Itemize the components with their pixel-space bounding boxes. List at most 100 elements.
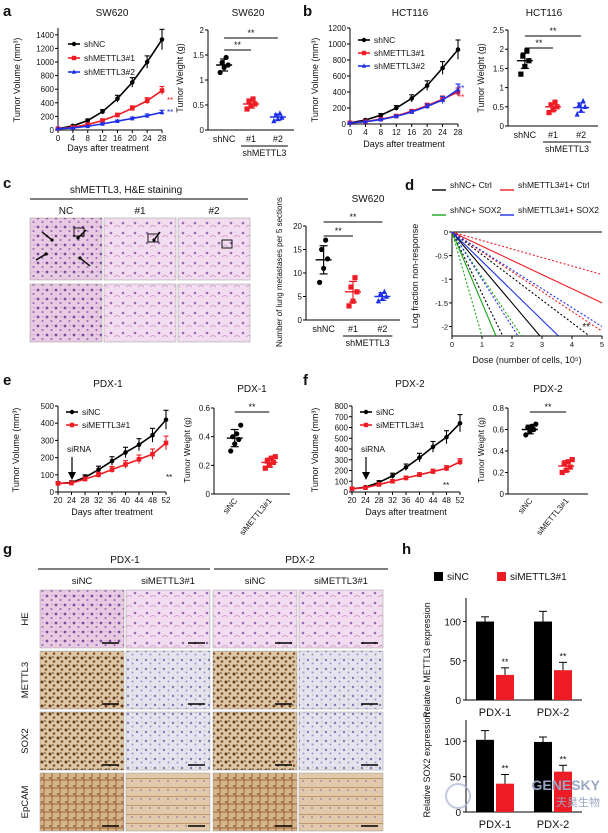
panel-e-volume-x-tick-label: 20 xyxy=(54,496,63,505)
panel-c-dot-y-tick-label: 5 xyxy=(298,293,303,302)
panel-e-volume-point xyxy=(136,442,142,448)
panel-d-elda-line-0-1 xyxy=(451,231,541,337)
panel-a-weight-y-tick-label: 0.5 xyxy=(193,101,205,110)
panel-f-volume-point xyxy=(430,469,436,474)
panel-a-volume-y-tick-label: 800 xyxy=(41,72,55,81)
panel-f-volume-y-tick-label: 500 xyxy=(335,434,349,443)
panel-c-dot-y-tick-label: 15 xyxy=(293,246,302,255)
panel-c-dot-group-label: shMETTL3 xyxy=(346,338,390,348)
panel-f-sirna-label: siRNA xyxy=(361,444,385,454)
panel-b-volume-x-tick-label: 4 xyxy=(363,128,368,137)
panel-f-weight-data-point xyxy=(567,464,573,470)
panel-h-mettl3-bar-1-1 xyxy=(554,670,572,700)
panel-f-legend-si1-marker xyxy=(363,422,369,428)
panel-g-row-label-0: HE xyxy=(20,612,31,625)
panel-a-volume-point xyxy=(129,80,135,85)
panel-d-y-tick-label: -2 xyxy=(441,323,448,332)
panel-d-legend-2: shNC+ SOX2 xyxy=(450,205,502,215)
panel-g-tile-r3-c0 xyxy=(39,772,125,832)
panel-e-sirna-label: siRNA xyxy=(67,444,91,454)
panel-c-he-lowmag-1 xyxy=(103,217,177,281)
panel-c-dot-data-point xyxy=(352,275,358,281)
panel-f-weight-data-point xyxy=(569,457,575,463)
panel-f-volume-y-tick-label: 100 xyxy=(335,477,349,486)
panel-c-group-label-0: NC xyxy=(59,206,73,217)
panel-b-legend-sh2: shMETTL3#2 xyxy=(374,61,425,71)
panel-e-volume-point xyxy=(123,450,128,455)
panel-h-mettl3-bar-1-0 xyxy=(534,621,552,700)
panel-g-tile-r0-c1 xyxy=(125,589,211,649)
panel-e-volume-y-tick-label: 500 xyxy=(41,402,55,411)
panel-e-letter: e xyxy=(3,372,11,389)
panel-g-row-label-2: SOX2 xyxy=(20,728,31,753)
panel-e-legend-si1-marker xyxy=(69,422,75,428)
panel-a-volume-point xyxy=(70,125,76,130)
panel-a-volume-point xyxy=(55,125,61,131)
panel-e-weight-title: PDX-1 xyxy=(237,384,267,395)
panel-a-volume-y-tick-label: 400 xyxy=(41,99,55,108)
panel-b-weight-data-point xyxy=(554,104,560,110)
panel-a-volume-point xyxy=(85,118,91,123)
panel-g-letter: g xyxy=(3,541,12,558)
panel-f-weight-data-point xyxy=(559,469,565,476)
panel-f-volume-title: PDX-2 xyxy=(395,379,425,390)
panel-e-volume-y-tick-label: 300 xyxy=(41,436,55,445)
panel-c-he-highmag-2 xyxy=(177,283,251,343)
panel-b-weight-y-tick-label: 1 xyxy=(500,84,505,93)
panel-b-weight-s1-sig-label: ** xyxy=(535,38,543,48)
panel-g-pdx1-label: PDX-1 xyxy=(110,555,140,566)
panel-e-weight-y-tick-label: 0.4 xyxy=(199,433,211,442)
panel-h-sox2-bar-1-1 xyxy=(554,771,572,812)
panel-e-volume-x-tick-label: 48 xyxy=(148,496,157,505)
panel-f-volume-y-tick-label: 400 xyxy=(335,445,349,454)
panel-a-weight-y-tick-label: 1 xyxy=(200,76,205,85)
panel-c-dot-y-tick-label: 10 xyxy=(293,269,302,278)
panel-f-weight-y-tick-label: 0 xyxy=(500,490,505,499)
panel-e-volume-x-tick-label: 36 xyxy=(108,496,117,505)
panel-b-volume-y-tick-label: 0 xyxy=(342,120,347,129)
panel-a-volume-y-tick-label: 1000 xyxy=(36,58,54,67)
panel-e-weight-category-label: siMETTL3#1 xyxy=(238,496,274,537)
panel-b-weight-category-label: #1 xyxy=(548,130,558,140)
panel-e-weight-data-point xyxy=(228,448,234,454)
panel-c-dot-data-point xyxy=(350,298,356,304)
panel-h-sox2-category-0: PDX-1 xyxy=(479,819,511,831)
panel-d-xlabel: Dose (number of cells, 10⁵) xyxy=(472,355,581,365)
panel-f-weight-category-label: siMETTL3#1 xyxy=(535,496,571,537)
panel-f-volume-y-tick-label: 300 xyxy=(335,456,349,465)
panel-f-volume-x-tick-label: 20 xyxy=(348,496,357,505)
panel-b-weight-data-point xyxy=(552,99,558,105)
panel-a-volume-ylabel: Tumor Volume (mm³) xyxy=(12,38,22,123)
panel-b-legend-sh2-marker xyxy=(361,63,367,68)
panel-b-volume-y-tick-label: 400 xyxy=(333,88,347,97)
panel-d-legend-0: shNC+ Ctrl xyxy=(450,180,492,190)
panel-b-volume-y-tick-label: 200 xyxy=(333,104,347,113)
panel-g-tile-r2-c1 xyxy=(125,711,211,771)
panel-a-letter: a xyxy=(3,3,12,20)
panel-e-sirna-arrowhead xyxy=(68,472,76,480)
panel-b-volume-point xyxy=(393,113,399,119)
panel-b-weight-y-tick-label: 0.5 xyxy=(493,103,505,112)
panel-b-volume-x-tick-label: 16 xyxy=(407,128,416,137)
panel-e-volume-point xyxy=(109,458,115,464)
panel-e-volume-point xyxy=(123,462,128,467)
panel-d-elda-line-0-2 xyxy=(451,231,590,337)
panel-a-legend-sh2-marker xyxy=(71,69,77,74)
panel-h-legend-1: siMETTL3#1 xyxy=(510,572,567,583)
panel-f-weight-y-tick-label: 0.8 xyxy=(493,404,505,413)
panel-b-volume-point xyxy=(363,118,368,124)
panel-f-sig: ** xyxy=(443,481,449,490)
panel-c-group-label-2: #2 xyxy=(208,206,220,217)
panel-e-volume-point xyxy=(163,440,169,446)
panel-d-y-tick-label: -0.5 xyxy=(435,252,448,261)
panel-a-volume-point xyxy=(100,120,105,126)
panel-e-volume-point xyxy=(82,476,88,482)
panel-c-arrow-2 xyxy=(77,229,87,239)
panel-a-volume-x-tick-label: 24 xyxy=(143,134,152,143)
panel-h-sox2-y-tick-label: 0 xyxy=(455,808,461,819)
panel-c-dot-data-point xyxy=(381,288,387,294)
panel-c-dot-data-point xyxy=(325,256,331,262)
panel-f-weight-data-point xyxy=(529,423,535,429)
panel-h-sox2-bar-0-1 xyxy=(496,783,514,812)
panel-a-legend-shnc-marker xyxy=(71,41,77,47)
